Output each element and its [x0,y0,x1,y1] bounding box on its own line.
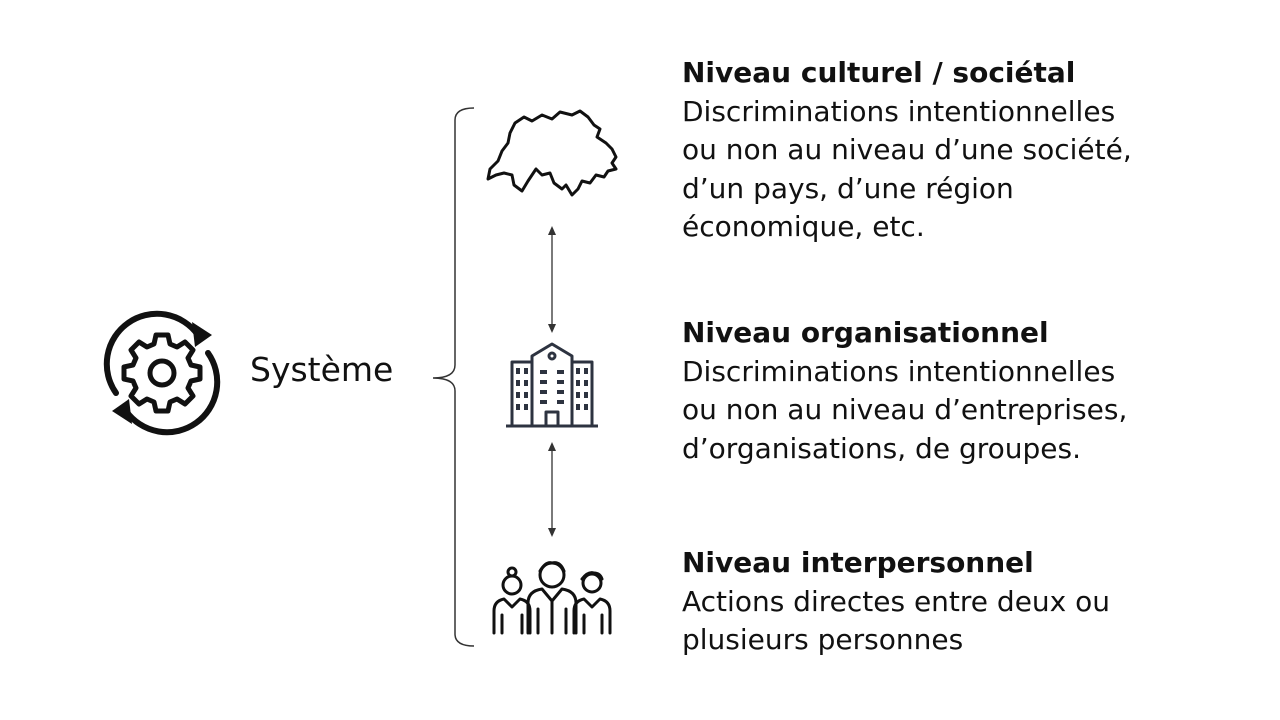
level-cultural: Niveau culturel / sociétal Discriminatio… [682,54,1262,247]
level-interpersonal-title: Niveau interpersonnel [682,546,1034,579]
level-cultural-title: Niveau culturel / sociétal [682,56,1076,89]
level-organisational: Niveau organisationnel Discriminations i… [682,314,1262,468]
people-group-icon [490,555,614,635]
level-organisational-description: Discriminations intentionnelles ou non a… [682,354,1128,465]
level-organisational-title: Niveau organisationnel [682,316,1049,349]
building-icon [504,342,600,430]
switzerland-map-icon [482,105,624,203]
system-label: Système [250,350,394,389]
system-gear-icon [94,305,230,441]
level-interpersonal-description: Actions directes entre deux ou plusieurs… [682,584,1111,657]
level-interpersonal: Niveau interpersonnel Actions directes e… [682,544,1262,660]
level-cultural-description: Discriminations intentionnelles ou non a… [682,94,1132,244]
bracket-connector [425,100,625,660]
